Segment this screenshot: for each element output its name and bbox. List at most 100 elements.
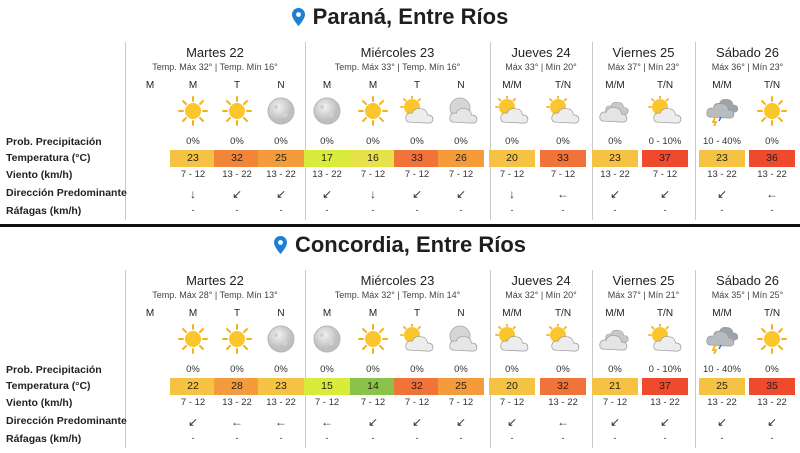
period-label: T/N [656,80,674,91]
period-label: T/N [554,80,572,91]
period-label: N [277,308,285,319]
day-temp-range: Temp. Máx 32° | Temp. Mín 16° [152,62,278,72]
precip-probability: 0% [230,364,244,375]
period-label: M/M [712,308,732,319]
day-name: Miércoles 23 [360,45,435,60]
precip-probability: 0% [366,364,380,375]
sun-icon [754,324,790,354]
gust-speed: - [325,205,329,215]
row-label-dir: Dirección Predominante [6,187,127,199]
gust-speed: - [770,433,774,443]
storm-icon [704,96,740,127]
wind-direction-arrow-icon: ↙ [321,187,333,201]
city-forecast-block: Paraná, Entre Ríos Martes 22 Temp. Máx 32°… [0,0,800,225]
gust-speed: - [371,433,375,443]
moon-icon [309,324,345,354]
precip-probability: 0% [186,136,200,147]
precip-probability: 0 - 10% [648,364,682,375]
wind-direction-arrow-icon: ↙ [455,187,467,201]
column-divider [305,42,306,220]
temperature-cell: 20 [489,378,535,395]
wind-direction-arrow-icon: ↙ [609,187,621,201]
wind-direction-arrow-icon: ↓ [190,187,196,201]
gust-speed: - [561,433,565,443]
sun-cloud-icon [647,95,683,126]
sun-icon [175,96,211,126]
wind-direction-arrow-icon: ← [557,415,569,429]
temperature-cell: 16 [350,150,396,167]
row-label-wind: Viento (km/h) [6,169,73,181]
temperature-cell: 26 [438,150,484,167]
temperature-cell: 33 [540,150,586,167]
temperature-cell: 17 [304,150,350,167]
temperature-cell: 32 [214,150,260,167]
wind-speed: 7 - 12 [360,169,386,180]
wind-speed: 13 - 22 [757,397,787,408]
gust-speed: - [510,205,514,215]
temperature-cell: 14 [350,378,396,395]
gust-speed: - [720,433,724,443]
period-label: N [277,80,285,91]
period-label: T [233,308,241,319]
precip-probability: 0% [556,364,570,375]
wind-direction-arrow-icon: ↙ [455,415,467,429]
day-temp-range: Máx 33° | Mín 20° [505,62,577,72]
precip-probability: 0% [608,136,622,147]
gust-speed: - [235,205,239,215]
wind-speed: 13 - 22 [707,397,737,408]
row-label-wind: Viento (km/h) [6,397,73,409]
sun-icon [355,96,391,126]
temperature-cell: 23 [170,150,216,167]
wind-direction-arrow-icon: ↙ [716,415,728,429]
precip-probability: 0% [765,364,779,375]
day-name: Martes 22 [186,45,244,60]
precip-probability: 0% [274,364,288,375]
wind-direction-arrow-icon: ↓ [370,187,376,201]
day-name: Martes 22 [186,273,244,288]
day-name: Sábado 26 [716,45,779,60]
wind-direction-arrow-icon: ← [275,415,287,429]
temperature-cell: 21 [592,378,638,395]
precip-probability: 10 - 40% [702,136,742,147]
moon-cloud-icon [443,96,479,126]
period-label: M/M [502,308,522,319]
period-label: M [188,80,198,91]
sun-cloud-icon [399,95,435,126]
wind-speed: 7 - 12 [602,397,628,408]
column-divider [125,42,126,220]
gust-speed: - [510,433,514,443]
city-separator [0,224,800,227]
day-temp-range: Temp. Máx 28° | Temp. Mín 13° [152,290,278,300]
wind-speed: 13 - 22 [222,397,252,408]
wind-speed: 7 - 12 [360,397,386,408]
period-label: M [322,80,332,91]
day-temp-range: Máx 32° | Mín 20° [505,290,577,300]
row-label-prob: Prob. Precipitación [6,136,102,148]
wind-speed: 7 - 12 [652,169,678,180]
gust-speed: - [613,433,617,443]
day-name: Jueves 24 [511,45,571,60]
wind-speed: 13 - 22 [266,169,296,180]
period-label: M [145,308,155,319]
period-label: M [368,308,378,319]
temperature-cell: 37 [642,378,688,395]
precip-probability: 0% [505,364,519,375]
gust-speed: - [459,205,463,215]
wind-speed: 7 - 12 [180,397,206,408]
gust-speed: - [663,205,667,215]
period-label: M [188,308,198,319]
precip-probability: 0% [454,364,468,375]
wind-direction-arrow-icon: ← [557,187,569,201]
column-divider [592,42,593,220]
wind-direction-arrow-icon: ↙ [187,415,199,429]
column-divider [490,42,491,220]
row-label-temp: Temperatura (°C) [6,152,91,164]
temperature-cell: 25 [438,378,484,395]
wind-direction-arrow-icon: ↙ [275,187,287,201]
sun-icon [175,324,211,354]
row-label-gust: Ráfagas (km/h) [6,433,82,445]
wind-direction-arrow-icon: ← [766,187,778,201]
period-label: T [413,80,421,91]
sun-icon [355,324,391,354]
day-name: Viernes 25 [612,45,675,60]
